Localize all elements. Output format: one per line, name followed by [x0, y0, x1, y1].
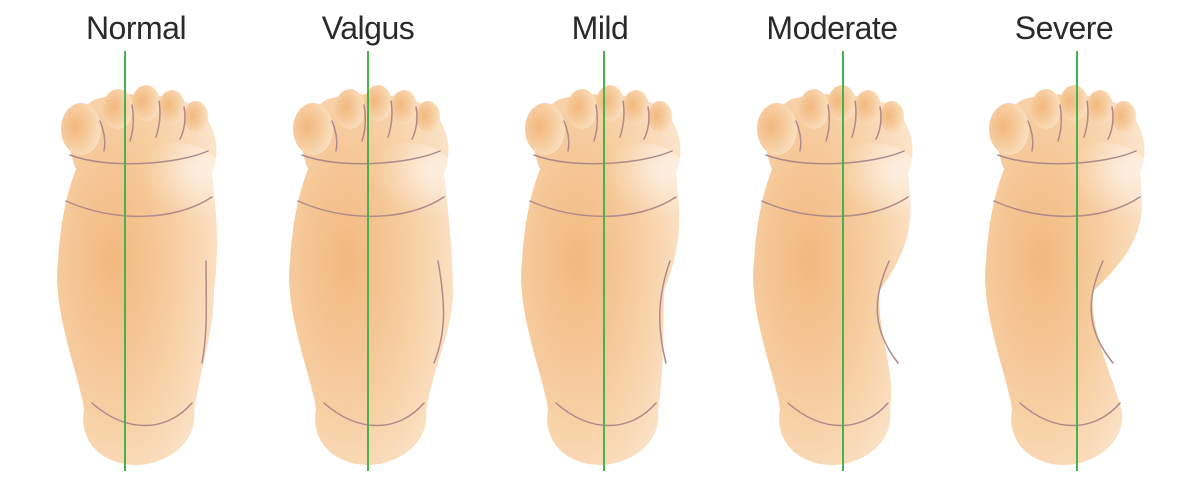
foot-wrap-severe: [954, 51, 1174, 471]
label-moderate: Moderate: [766, 10, 897, 47]
alignment-line-mild: [603, 51, 605, 471]
label-severe: Severe: [1015, 10, 1113, 47]
foot-wrap-normal: [26, 51, 246, 471]
foot-illustration-normal: [26, 51, 246, 471]
panel-valgus: Valgus: [258, 10, 478, 471]
label-normal: Normal: [86, 10, 186, 47]
foot-illustration-moderate: [722, 51, 942, 471]
figure-container: Normal Valgus Mild Moderate: [0, 0, 1200, 500]
alignment-line-severe: [1076, 51, 1078, 471]
label-valgus: Valgus: [322, 10, 414, 47]
panel-moderate: Moderate: [722, 10, 942, 471]
label-mild: Mild: [572, 10, 629, 47]
alignment-line-normal: [124, 51, 126, 471]
alignment-line-moderate: [842, 51, 844, 471]
foot-illustration-severe: [954, 51, 1174, 471]
foot-wrap-moderate: [722, 51, 942, 471]
foot-wrap-mild: [490, 51, 710, 471]
alignment-line-valgus: [367, 51, 369, 471]
panel-severe: Severe: [954, 10, 1174, 471]
panel-normal: Normal: [26, 10, 246, 471]
foot-illustration-mild: [490, 51, 710, 471]
panel-mild: Mild: [490, 10, 710, 471]
foot-wrap-valgus: [258, 51, 478, 471]
